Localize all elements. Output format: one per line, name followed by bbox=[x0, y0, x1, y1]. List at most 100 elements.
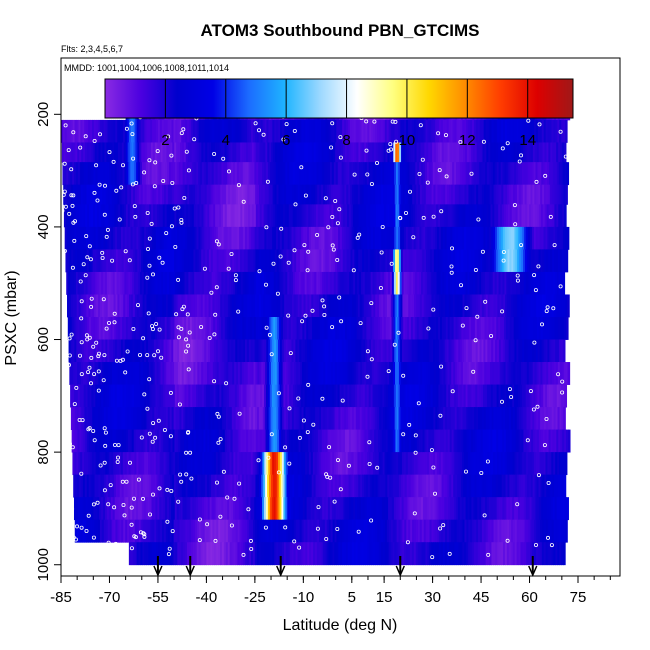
heatmap-cell bbox=[201, 497, 205, 521]
heatmap-cell bbox=[433, 249, 437, 273]
heatmap-cell bbox=[166, 474, 169, 498]
heatmap-cell bbox=[495, 184, 499, 205]
heatmap-cell bbox=[215, 204, 218, 228]
heatmap-cell bbox=[481, 497, 484, 521]
heatmap-cell bbox=[141, 474, 144, 498]
heatmap-cell bbox=[270, 474, 274, 498]
heatmap-cell bbox=[395, 474, 398, 498]
heatmap-cell bbox=[487, 339, 490, 363]
heatmap-cell bbox=[393, 474, 396, 498]
heatmap-cell bbox=[427, 339, 430, 363]
heatmap-cell bbox=[505, 204, 509, 228]
heatmap-cell bbox=[389, 142, 392, 163]
heatmap-cell bbox=[194, 339, 198, 363]
heatmap-cell bbox=[529, 384, 533, 408]
heatmap-cell bbox=[269, 497, 273, 521]
heatmap-cell bbox=[266, 162, 269, 186]
heatmap-cell bbox=[339, 497, 343, 521]
heatmap-cell bbox=[150, 142, 154, 163]
heatmap-cell bbox=[84, 339, 87, 363]
heatmap-cell bbox=[337, 271, 341, 295]
heatmap-cell bbox=[120, 452, 124, 476]
heatmap-cell bbox=[378, 339, 382, 363]
heatmap-cell bbox=[532, 362, 536, 385]
heatmap-cell bbox=[152, 119, 155, 143]
heatmap-cell bbox=[279, 452, 283, 476]
heatmap-cell bbox=[466, 184, 470, 205]
heatmap-cell bbox=[477, 384, 480, 408]
heatmap-cell bbox=[257, 519, 260, 543]
heatmap-cell bbox=[215, 429, 218, 453]
heatmap-cell bbox=[377, 407, 380, 431]
heatmap-cell bbox=[239, 339, 242, 363]
heatmap-cell bbox=[457, 249, 460, 273]
heatmap-cell bbox=[291, 497, 294, 521]
heatmap-cell bbox=[531, 497, 535, 521]
heatmap-cell bbox=[202, 452, 205, 476]
heatmap-cell bbox=[496, 162, 500, 186]
heatmap-cell bbox=[482, 317, 486, 340]
heatmap-cell bbox=[407, 226, 411, 250]
heatmap-cell bbox=[101, 119, 105, 143]
heatmap-cell bbox=[462, 184, 466, 205]
heatmap-cell bbox=[546, 474, 549, 498]
flights-subtitle: Flts: 2,3,4,5,6,7 bbox=[61, 44, 123, 54]
heatmap-cell bbox=[496, 497, 500, 521]
heatmap-cell bbox=[109, 226, 112, 250]
heatmap-cell bbox=[270, 119, 273, 143]
heatmap-cell bbox=[231, 226, 234, 250]
heatmap-cell bbox=[307, 339, 310, 363]
heatmap-cell bbox=[479, 162, 482, 186]
heatmap-cell bbox=[124, 204, 127, 228]
heatmap-cell bbox=[87, 317, 90, 340]
heatmap-cell bbox=[145, 317, 148, 340]
heatmap-cell bbox=[410, 204, 414, 228]
heatmap-cell bbox=[134, 497, 137, 521]
heatmap-cell bbox=[545, 162, 548, 186]
heatmap-cell bbox=[135, 249, 138, 273]
heatmap-cell bbox=[521, 271, 525, 295]
heatmap-cell bbox=[513, 362, 516, 385]
heatmap-cell bbox=[247, 119, 250, 143]
heatmap-cell bbox=[83, 497, 87, 521]
heatmap-cell bbox=[443, 249, 447, 273]
heatmap-cell bbox=[397, 162, 401, 186]
heatmap-cell bbox=[398, 362, 402, 385]
heatmap-cell bbox=[523, 142, 526, 163]
heatmap-cell bbox=[253, 249, 257, 273]
heatmap-cell bbox=[176, 497, 180, 521]
heatmap-cell bbox=[255, 184, 258, 205]
heatmap-cell bbox=[488, 142, 491, 163]
heatmap-cell bbox=[299, 519, 303, 543]
heatmap-cell bbox=[534, 474, 538, 498]
heatmap-cell bbox=[525, 317, 528, 340]
heatmap-cell bbox=[240, 204, 243, 228]
heatmap-cell bbox=[454, 119, 458, 143]
heatmap-cell bbox=[376, 226, 380, 250]
heatmap-cell bbox=[483, 339, 486, 363]
heatmap-cell bbox=[216, 142, 220, 163]
heatmap-cell bbox=[527, 162, 531, 186]
heatmap-cell bbox=[84, 226, 87, 250]
heatmap-cell bbox=[238, 429, 241, 453]
heatmap-cell bbox=[310, 162, 314, 186]
heatmap-cell bbox=[155, 497, 158, 521]
heatmap-cell bbox=[234, 317, 238, 340]
heatmap-cell bbox=[519, 204, 523, 228]
heatmap-cell bbox=[524, 119, 527, 143]
heatmap-cell bbox=[340, 184, 344, 205]
heatmap-cell bbox=[115, 407, 119, 431]
heatmap-cell bbox=[196, 162, 199, 186]
heatmap-cell bbox=[231, 384, 234, 408]
heatmap-cell bbox=[512, 497, 515, 521]
heatmap-cell bbox=[124, 271, 127, 295]
heatmap-cell bbox=[301, 362, 305, 385]
heatmap-cell bbox=[397, 497, 401, 521]
heatmap-cell bbox=[263, 384, 267, 408]
heatmap-cell bbox=[135, 474, 138, 498]
heatmap-cell bbox=[533, 271, 537, 295]
heatmap-cell bbox=[179, 184, 183, 205]
heatmap-cell bbox=[537, 452, 541, 476]
heatmap-cell bbox=[182, 497, 186, 521]
heatmap-cell bbox=[388, 452, 391, 476]
